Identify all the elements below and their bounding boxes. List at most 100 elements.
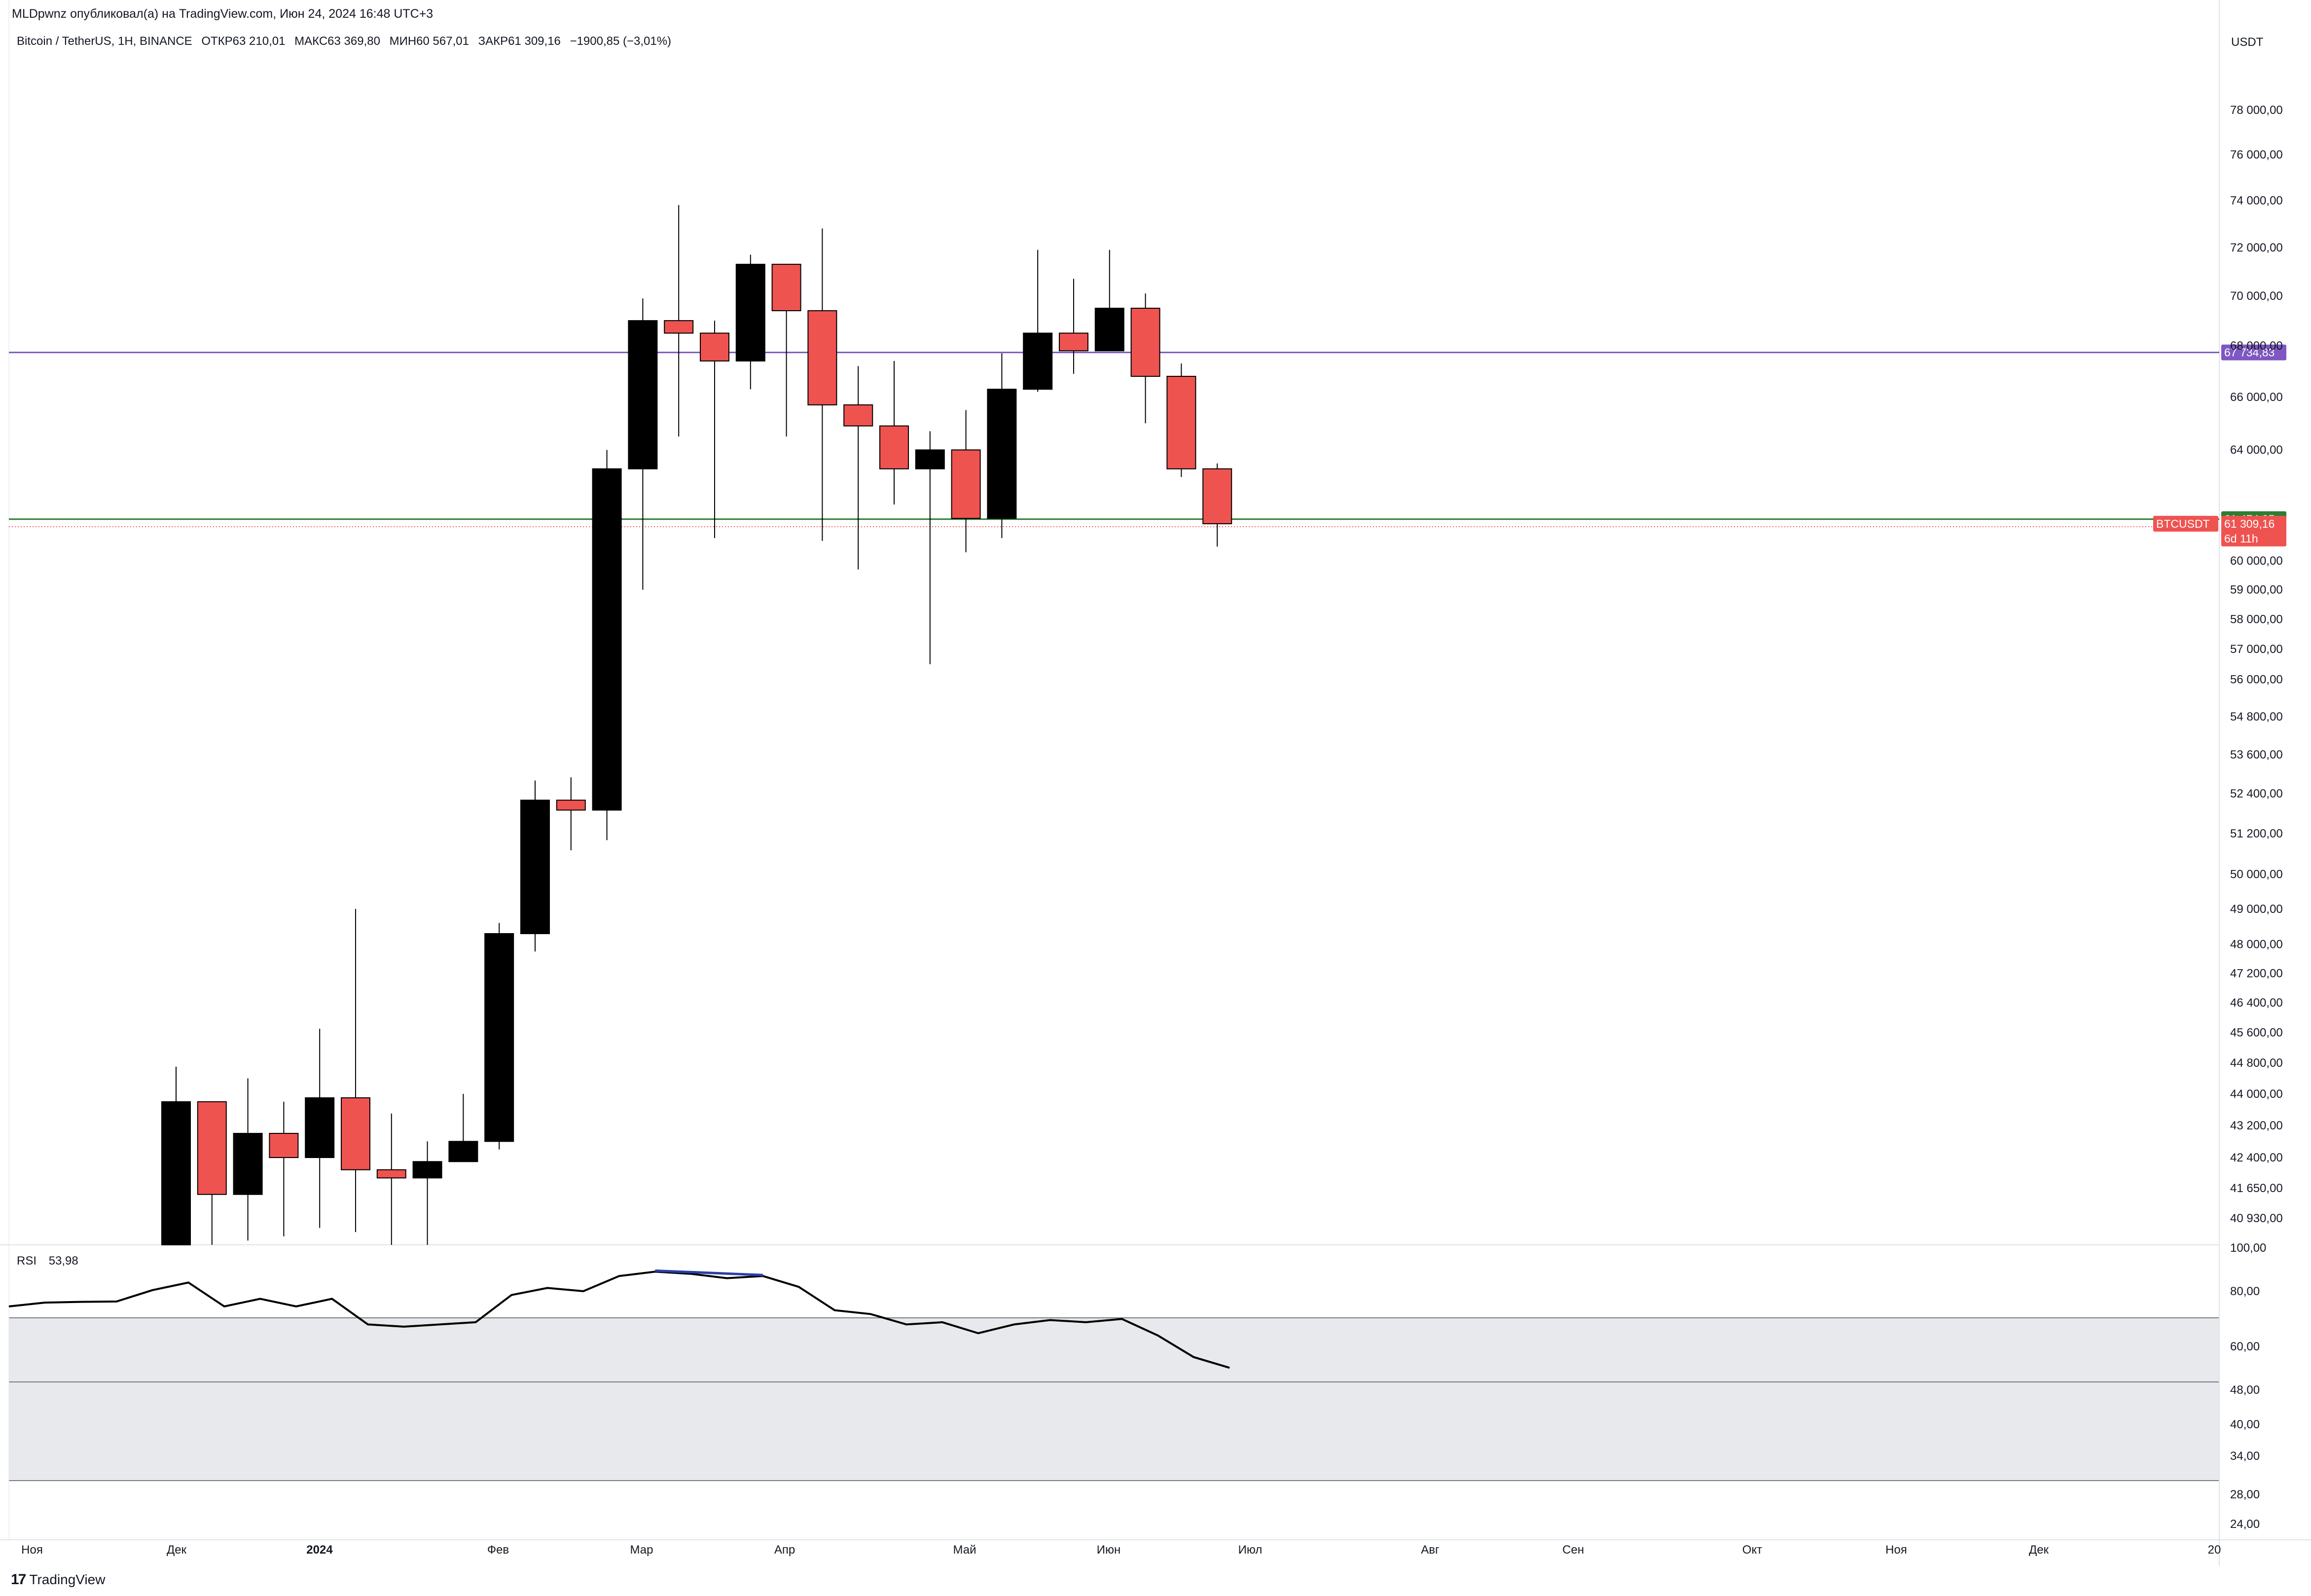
rsi-band-layer — [9, 1317, 2219, 1481]
candle — [233, 1078, 263, 1241]
candle — [987, 353, 1017, 538]
time-tick-label: Июн — [1097, 1543, 1121, 1557]
price-tick-label: 41 650,00 — [2230, 1182, 2283, 1195]
tradingview-logo-icon: 17 — [11, 1571, 26, 1588]
rsi-legend[interactable]: RSI 53,98 — [17, 1254, 87, 1268]
rsi-band — [9, 1318, 2219, 1481]
ohlc-high: МАКС63 369,80 — [294, 35, 380, 48]
symbol-legend[interactable]: Bitcoin / TetherUS, 1Н, BINANCE ОТКР63 2… — [17, 35, 677, 48]
candle — [735, 254, 765, 390]
price-tick-label: 54 800,00 — [2230, 710, 2283, 724]
time-tick-label: Дек — [2029, 1543, 2049, 1557]
candle — [628, 298, 658, 590]
time-tick-label: Апр — [774, 1543, 795, 1557]
candle-body — [807, 310, 837, 405]
time-tick-label: Сен — [1562, 1543, 1584, 1557]
tradingview-logo[interactable]: 17 TradingView — [11, 1571, 105, 1588]
candle — [771, 263, 801, 437]
rsi-tick-label: 48,00 — [2230, 1383, 2260, 1397]
candle-body — [269, 1133, 299, 1158]
ohlc-open: ОТКР63 210,01 — [201, 35, 286, 48]
rsi-value: 53,98 — [48, 1254, 78, 1268]
rsi-tick-label: 24,00 — [2230, 1518, 2260, 1531]
candle-body — [1166, 376, 1196, 470]
candle-body — [700, 332, 729, 362]
price-tick-label: 52 400,00 — [2230, 787, 2283, 800]
price-tick-label: 64 000,00 — [2230, 443, 2283, 457]
candle — [1130, 293, 1160, 424]
time-tick-label: 20 — [2208, 1543, 2221, 1557]
level-price-label: 67 734,83 — [2224, 346, 2275, 359]
candle — [448, 1093, 478, 1162]
price-tick-label: 43 200,00 — [2230, 1119, 2283, 1132]
candle — [700, 321, 729, 538]
candle-body — [664, 320, 694, 334]
candle-body — [305, 1097, 335, 1158]
currency-label[interactable]: USDT — [2231, 36, 2264, 49]
candle-body — [484, 933, 514, 1142]
time-tick-label: 2024 — [306, 1543, 333, 1557]
candle — [843, 366, 873, 570]
price-tick-label: 58 000,00 — [2230, 613, 2283, 626]
price-tick-label: 68 000,00 — [2230, 339, 2283, 353]
candle — [376, 1113, 406, 1245]
candle-body — [1023, 332, 1053, 390]
symbol-name[interactable]: Bitcoin / TetherUS, 1Н, BINANCE — [17, 35, 192, 48]
tradingview-logo-text: TradingView — [29, 1572, 106, 1587]
price-tick-label: 59 000,00 — [2230, 583, 2283, 597]
candle — [161, 1066, 191, 1245]
price-tick-label: 44 000,00 — [2230, 1088, 2283, 1101]
level-price-tag — [2221, 344, 2286, 361]
price-tick-label: 70 000,00 — [2230, 290, 2283, 303]
rsi-tick-label: 60,00 — [2230, 1340, 2260, 1353]
time-tick-label: Мар — [630, 1543, 653, 1557]
ohlc-low: МИН60 567,01 — [389, 35, 469, 48]
countdown-label: 6d 11h — [2224, 532, 2258, 545]
candles-layer — [161, 205, 1232, 1245]
time-tick-label: Авг — [1421, 1543, 1440, 1557]
price-tick-label: 49 000,00 — [2230, 903, 2283, 916]
candle — [1023, 250, 1053, 392]
candle-body — [161, 1101, 191, 1245]
publisher-caption: MLDpwnz опубликовал(а) на TradingView.co… — [12, 7, 433, 21]
price-tick-label: 44 800,00 — [2230, 1056, 2283, 1070]
candle — [269, 1101, 299, 1236]
price-tick-label: 57 000,00 — [2230, 643, 2283, 656]
price-tick-label: 40 930,00 — [2230, 1212, 2283, 1225]
candle-body — [197, 1101, 227, 1195]
candle — [197, 1101, 227, 1245]
candle-body — [843, 404, 873, 427]
price-tick-label: 74 000,00 — [2230, 194, 2283, 207]
price-tick-label: 60 000,00 — [2230, 554, 2283, 568]
candle-body — [951, 449, 981, 519]
rsi-tick-label: 100,00 — [2230, 1241, 2266, 1255]
candle-body — [592, 468, 622, 811]
candle-body — [412, 1161, 442, 1179]
rsi-tick-label: 40,00 — [2230, 1418, 2260, 1431]
ohlc-close: ЗАКР61 309,16 — [478, 35, 561, 48]
time-tick-label: Фев — [487, 1543, 509, 1557]
price-tick-label: 46 400,00 — [2230, 996, 2283, 1010]
last-price-label: 61 309,16 — [2224, 517, 2275, 530]
candle — [1202, 463, 1232, 547]
candle — [520, 780, 550, 952]
candle-body — [628, 320, 658, 470]
rsi-name: RSI — [17, 1254, 37, 1268]
candle-body — [1059, 332, 1088, 352]
symbol-tag — [2153, 515, 2218, 532]
candle — [951, 410, 981, 552]
price-tick-label: 48 000,00 — [2230, 938, 2283, 951]
candle — [341, 908, 370, 1233]
rsi-layer — [8, 1269, 1230, 1369]
candle-body — [987, 389, 1017, 519]
time-tick-label: Ноя — [1885, 1543, 1907, 1557]
candle-body — [879, 425, 909, 470]
candle — [915, 431, 945, 664]
candle — [412, 1141, 442, 1245]
candle-body — [341, 1097, 370, 1170]
candle-body — [448, 1141, 478, 1162]
candle — [807, 228, 837, 541]
candle-body — [233, 1133, 263, 1195]
